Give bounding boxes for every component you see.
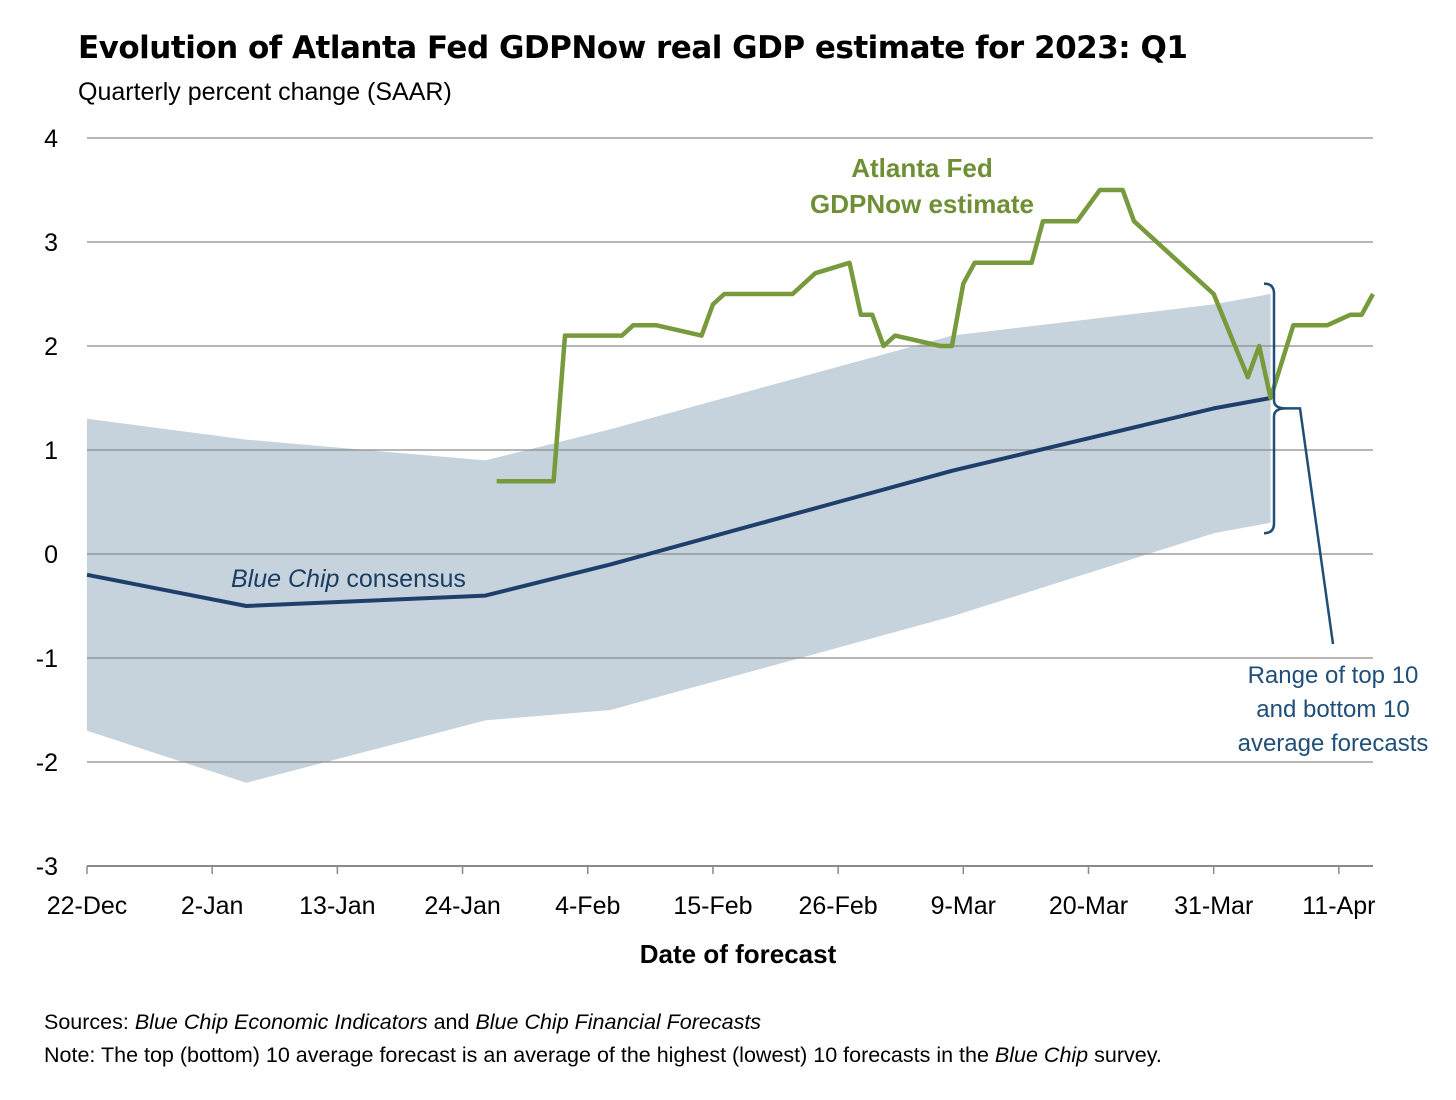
blue-chip-consensus-line — [86, 396, 1271, 608]
chart-subtitle: Quarterly percent change (SAAR) — [78, 78, 452, 106]
blue-chip-italic: Blue Chip — [231, 565, 339, 593]
x-tick-label: 4-Feb — [555, 892, 620, 920]
note-italic: Blue Chip — [994, 1043, 1089, 1067]
note-label: Note — [44, 1043, 90, 1067]
range-label-line-1: Range of top 10 — [1248, 662, 1419, 689]
range-band — [87, 294, 1271, 783]
note-text-2: survey. — [1088, 1043, 1162, 1067]
x-tick-label: 15-Feb — [673, 892, 752, 920]
annotations: Atlanta Fed GDPNow estimate Blue Chip cons… — [231, 153, 1428, 757]
y-tick-label: 2 — [44, 333, 58, 361]
sources-and: and — [427, 1010, 476, 1034]
blue-chip-consensus-label: Blue Chip consensus — [231, 565, 466, 593]
chart-title: Evolution of Atlanta Fed GDPNow real GDP… — [78, 30, 1188, 66]
x-tick-label: 9-Mar — [931, 892, 996, 920]
chart-notes: Sources: Blue Chip Economic Indicators a… — [44, 1006, 1162, 1072]
x-tick-label: 20-Mar — [1049, 892, 1128, 920]
x-tick-label: 24-Jan — [424, 892, 500, 920]
x-tick-label: 26-Feb — [799, 892, 878, 920]
y-tick-label: 0 — [44, 541, 58, 569]
x-tick-label: 22-Dec — [47, 892, 128, 920]
x-tick-label: 31-Mar — [1174, 892, 1253, 920]
y-axis-ticks: 4 3 2 1 0 -1 -2 -3 — [36, 125, 58, 881]
x-axis-label: Date of forecast — [640, 939, 837, 969]
series-lines — [86, 187, 1375, 608]
sources-label: Sources — [44, 1010, 123, 1034]
x-tick-label: 13-Jan — [299, 892, 375, 920]
range-band-layer — [87, 294, 1271, 783]
chart-area: 4 3 2 1 0 -1 -2 -3 22-Dec 2-Jan 13-Jan 24-Jan 4-Feb… — [36, 125, 1429, 969]
gdpnow-label-line-1: Atlanta Fed — [851, 153, 993, 183]
range-label-line-2: and bottom 10 — [1256, 696, 1409, 723]
range-label-line-3: average forecasts — [1238, 730, 1429, 757]
y-tick-label: 1 — [44, 437, 58, 465]
gdpnow-label-line-2: GDPNow estimate — [810, 189, 1034, 219]
y-tick-label: -1 — [36, 645, 58, 673]
consensus-word: consensus — [339, 565, 465, 593]
y-tick-label: 4 — [44, 125, 58, 153]
note-text-1: : The top (bottom) 10 average forecast i… — [89, 1043, 995, 1067]
y-tick-label: -2 — [36, 749, 58, 777]
gridlines — [87, 137, 1373, 867]
x-tick-label: 11-Apr — [1302, 892, 1375, 920]
y-tick-label: 3 — [44, 229, 58, 257]
note-line: Note: The top (bottom) 10 average foreca… — [44, 1039, 1162, 1072]
sources-pub1: Blue Chip Economic Indicators — [134, 1010, 428, 1034]
sources-line: Sources: Blue Chip Economic Indicators a… — [44, 1006, 1162, 1039]
range-leader-line — [1286, 407, 1335, 645]
sources-sep: : — [122, 1010, 135, 1034]
gdpnow-estimate-line — [496, 187, 1375, 484]
y-tick-label: -3 — [36, 853, 58, 881]
x-axis-ticks: 22-Dec 2-Jan 13-Jan 24-Jan 4-Feb 15-Feb 26-Feb… — [47, 866, 1375, 920]
x-tick-label: 2-Jan — [181, 892, 244, 920]
sources-pub2: Blue Chip Financial Forecasts — [475, 1010, 762, 1034]
